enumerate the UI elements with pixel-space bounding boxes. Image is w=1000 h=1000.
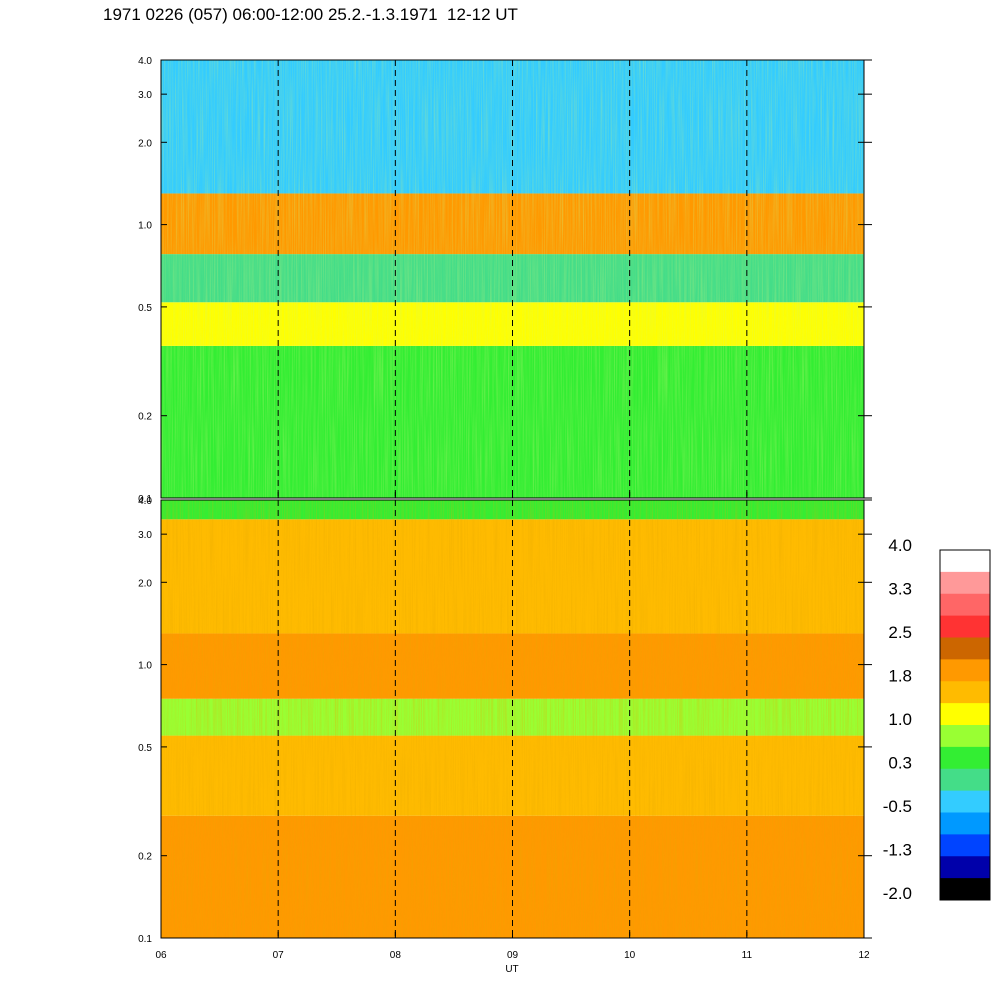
upper-ytick-label-3: 1.0 <box>138 221 152 232</box>
colorbar-label-2: 2.5 <box>888 623 912 642</box>
colorbar-cell-13 <box>940 834 990 857</box>
colorbar-label-1: 3.3 <box>888 580 912 599</box>
colorbar-cell-14 <box>940 856 990 879</box>
colorbar-cell-4 <box>940 637 990 660</box>
colorbar-label-4: 1.0 <box>888 710 912 729</box>
upper-y-axis: 0.1 0.2 0.5 1.0 2.0 3.0 4.0 <box>138 56 872 505</box>
colorbar-frame <box>939 549 991 901</box>
colorbar-labels: 4.0 3.3 2.5 1.8 1.0 0.3 -0.5 -1.3 -2.0 <box>883 536 912 903</box>
lower-xtick-label-6: 12 <box>858 950 870 961</box>
lower-ytick-label-0: 0.1 <box>138 934 152 945</box>
colorbar-label-7: -1.3 <box>883 841 912 860</box>
upper-ytick-label-4: 2.0 <box>138 138 152 149</box>
lower-xtick-label-0: 06 <box>155 950 167 961</box>
colorbar-cell-9 <box>940 746 990 770</box>
lower-xtick-label-4: 10 <box>624 950 636 961</box>
upper-ytick-label-0: 0.1 <box>138 494 152 505</box>
upper-ytick-label-5: 3.0 <box>138 90 152 101</box>
lower-ytick-label-6: 4.0 <box>138 496 152 507</box>
colorbar-cells <box>940 550 990 901</box>
lower-xtick-label-5: 11 <box>742 950 753 961</box>
colorbar-cell-3 <box>940 615 990 638</box>
colorbar-cell-6 <box>940 681 990 704</box>
lower-xtick-label-3: 09 <box>507 950 519 961</box>
lower-ytick-label-5: 3.0 <box>138 530 152 541</box>
x-axis-label: UT <box>505 964 518 975</box>
lower-ytick-label-3: 1.0 <box>138 661 152 672</box>
colorbar-cell-12 <box>940 812 990 835</box>
upper-panel: 0.1 0.2 0.5 1.0 2.0 3.0 4.0 <box>138 56 872 505</box>
upper-hour-lines <box>277 60 748 498</box>
upper-ytick-label-6: 4.0 <box>138 56 152 67</box>
colorbar-cell-5 <box>940 659 990 682</box>
colorbar-label-6: -0.5 <box>883 797 912 816</box>
colorbar: 4.0 3.3 2.5 1.8 1.0 0.3 -0.5 -1.3 -2.0 <box>883 536 991 903</box>
colorbar-cell-8 <box>940 725 990 748</box>
upper-ytick-label-1: 0.2 <box>138 412 152 423</box>
colorbar-label-5: 0.3 <box>888 754 912 773</box>
colorbar-cell-1 <box>940 571 990 595</box>
lower-ytick-label-1: 0.2 <box>138 852 152 863</box>
lower-xtick-label-2: 08 <box>390 950 402 961</box>
colorbar-cell-10 <box>940 768 990 792</box>
colorbar-label-3: 1.8 <box>888 667 912 686</box>
lower-y-axis: 0.1 0.2 0.5 1.0 2.0 3.0 4.0 <box>138 496 872 945</box>
colorbar-cell-0 <box>940 550 990 573</box>
lower-ytick-label-2: 0.5 <box>138 743 152 754</box>
lower-x-axis: 06 07 08 09 10 11 12 <box>155 932 870 961</box>
colorbar-cell-2 <box>940 593 990 617</box>
lower-xtick-label-1: 07 <box>273 950 285 961</box>
upper-x-ticks <box>160 492 865 498</box>
colorbar-cell-7 <box>940 703 990 726</box>
lower-panel: 0.1 0.2 0.5 1.0 2.0 3.0 4.0 06 07 08 09 10 11 12 UT <box>138 496 872 975</box>
upper-ytick-label-2: 0.5 <box>138 303 152 314</box>
colorbar-cell-11 <box>940 790 990 813</box>
colorbar-label-8: -2.0 <box>883 884 912 903</box>
chart-title: 1971 0226 (057) 06:00-12:00 25.2.-1.3.19… <box>103 5 518 24</box>
colorbar-cell-15 <box>940 878 990 901</box>
lower-ytick-label-4: 2.0 <box>138 578 152 589</box>
colorbar-label-0: 4.0 <box>888 536 912 555</box>
lower-hour-lines <box>277 500 748 938</box>
